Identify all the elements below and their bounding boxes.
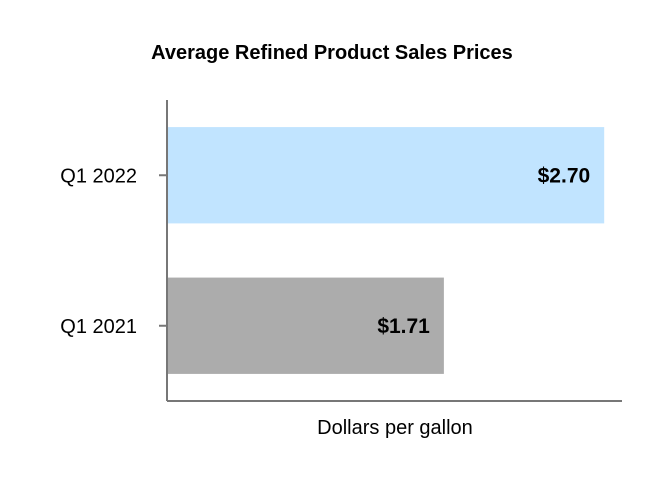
bars-group bbox=[168, 127, 605, 374]
bar-q1-2022 bbox=[168, 127, 605, 224]
value-label-q1-2021: $1.71 bbox=[377, 315, 430, 338]
category-labels-group: Q1 2022 Q1 2021 bbox=[60, 165, 137, 338]
category-label-q1-2021: Q1 2021 bbox=[60, 316, 137, 338]
bar-q1-2021 bbox=[168, 277, 444, 374]
value-labels-group: $2.70 $1.71 bbox=[377, 164, 590, 338]
ticks-group bbox=[159, 174, 167, 327]
value-label-q1-2022: $2.70 bbox=[538, 164, 591, 187]
chart-title: Average Refined Product Sales Prices bbox=[151, 42, 513, 64]
x-axis-label: Dollars per gallon bbox=[317, 417, 473, 439]
category-label-q1-2022: Q1 2022 bbox=[60, 165, 137, 187]
